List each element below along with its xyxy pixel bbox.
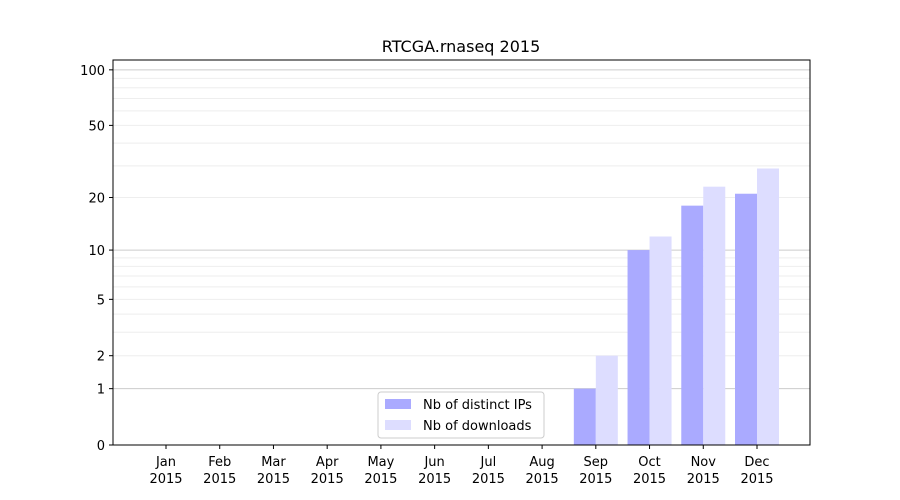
x-tick-label-month: Mar <box>261 455 286 470</box>
y-tick-label: 5 <box>97 293 105 308</box>
bar-distinct-ips <box>681 205 704 445</box>
x-tick-label-year: 2015 <box>740 472 773 487</box>
legend: Nb of distinct IPs Nb of downloads <box>377 391 545 439</box>
y-tick-label: 0 <box>97 439 105 454</box>
bar-distinct-ips <box>735 193 757 445</box>
y-tick-label: 1 <box>97 383 105 398</box>
x-tick-label-year: 2015 <box>418 472 451 487</box>
x-tick-label-month: Feb <box>208 455 231 470</box>
legend-box <box>377 391 545 439</box>
chart-title: RTCGA.rnaseq 2015 <box>382 37 541 56</box>
x-tick-label-year: 2015 <box>687 472 720 487</box>
legend-label-downloads: Nb of downloads <box>423 419 532 434</box>
bar-downloads <box>649 236 672 445</box>
legend-label-ips: Nb of distinct IPs <box>423 398 532 413</box>
x-tick-label-year: 2015 <box>311 472 344 487</box>
bars <box>573 168 779 446</box>
x-tick-label-month: Oct <box>638 455 660 470</box>
x-tick-label-year: 2015 <box>526 472 559 487</box>
legend-swatch-ips <box>385 399 411 409</box>
x-tick-label-month: Jan <box>155 455 176 470</box>
bar-downloads <box>757 168 779 445</box>
y-tick-label: 10 <box>88 244 105 259</box>
x-tick-label-month: May <box>367 455 394 470</box>
gridlines <box>113 69 810 390</box>
x-tick-label-year: 2015 <box>579 472 612 487</box>
x-tick-label-month: Sep <box>584 455 609 470</box>
x-tick-label-month: Apr <box>316 455 339 470</box>
x-tick-label-year: 2015 <box>149 472 182 487</box>
x-tick-label-month: Dec <box>744 455 769 470</box>
y-tick-label: 100 <box>80 64 105 79</box>
y-tick-label: 20 <box>88 192 105 207</box>
plot-frame <box>112 59 811 446</box>
y-axis: 0 1 2 5 10 20 50 100 <box>80 64 113 454</box>
y-tick-label: 50 <box>88 119 105 134</box>
bar-distinct-ips <box>627 250 650 445</box>
legend-swatch-downloads <box>385 420 411 430</box>
x-tick-label-year: 2015 <box>257 472 290 487</box>
x-tick-label-month: Jun <box>423 455 444 470</box>
x-tick-label-month: Jul <box>480 455 497 470</box>
x-tick-label-month: Nov <box>691 455 717 470</box>
x-tick-label-year: 2015 <box>364 472 397 487</box>
bar-downloads <box>595 355 618 445</box>
y-tick-label: 2 <box>97 350 105 365</box>
bar-downloads <box>703 186 726 446</box>
x-tick-label-year: 2015 <box>203 472 236 487</box>
x-tick-label-year: 2015 <box>472 472 505 487</box>
x-tick-label-year: 2015 <box>633 472 666 487</box>
x-tick-label-month: Aug <box>529 455 554 470</box>
x-axis: Jan 2015 Feb 2015 Mar 2015 Apr 2015 May 2015 Jun 20… <box>149 445 774 487</box>
bar-distinct-ips <box>573 388 596 445</box>
